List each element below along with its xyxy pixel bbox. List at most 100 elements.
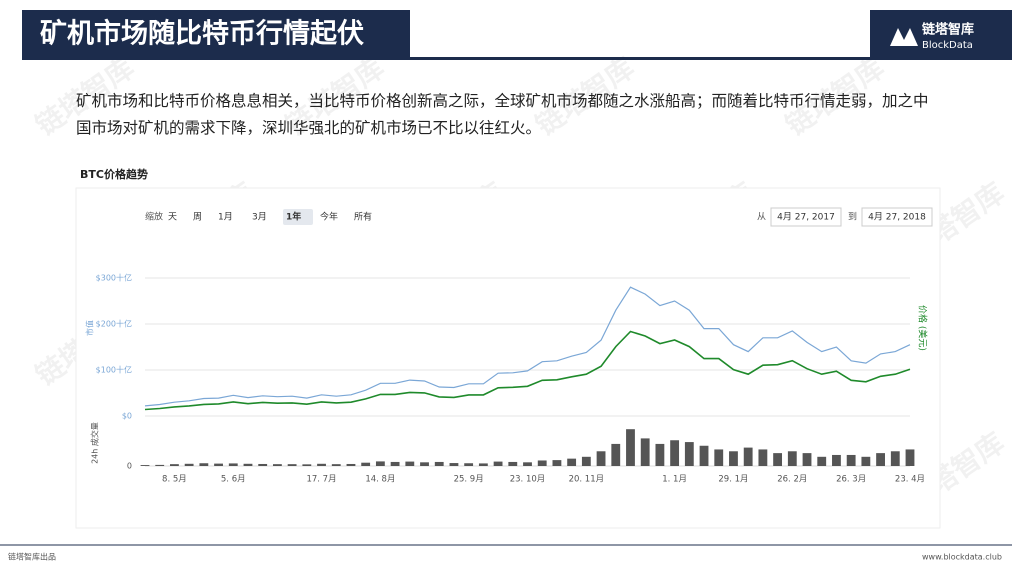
volume-bar: [434, 461, 444, 466]
x-tick-label: 23. 4月: [895, 475, 925, 485]
volume-bar: [743, 447, 753, 466]
x-tick-label: 20. 11月: [569, 475, 605, 485]
range-button[interactable]: 周: [193, 212, 202, 223]
y-tick-label: $100十亿: [96, 365, 132, 375]
volume-bar: [361, 462, 371, 466]
volume-bar: [331, 464, 341, 466]
x-tick-label: 26. 2月: [777, 475, 807, 485]
x-tick-label: 1. 1月: [662, 475, 687, 485]
volume-bar: [890, 451, 900, 466]
volume-bar: [478, 463, 488, 466]
x-tick-label: 5. 6月: [221, 475, 246, 485]
y-axis-label: 市值: [85, 320, 95, 336]
volume-bar: [243, 463, 253, 466]
range-button[interactable]: 天: [168, 213, 177, 223]
volume-bar: [287, 464, 297, 466]
volume-bar: [581, 456, 591, 466]
volume-axis-label: 24h 成交量: [90, 422, 100, 464]
volume-bar: [670, 440, 680, 466]
volume-bar: [199, 463, 209, 466]
series-line: [144, 286, 911, 407]
volume-bar: [846, 454, 856, 466]
volume-bar: [508, 461, 518, 466]
volume-bar: [729, 451, 738, 466]
volume-bar: [140, 465, 150, 466]
volume-bar: [596, 451, 606, 466]
y-tick-label: $300十亿: [96, 273, 132, 283]
volume-bar: [346, 463, 356, 466]
volume-bar: [405, 461, 415, 466]
to-date: 4月 27, 2018: [868, 212, 926, 223]
series-line: [144, 330, 911, 411]
volume-tick-label: 0: [127, 462, 132, 471]
volume-bar: [228, 463, 238, 466]
x-tick-label: 25. 9月: [454, 475, 484, 485]
logo-en: BlockData: [922, 40, 973, 51]
volume-bar: [258, 463, 268, 466]
volume-bar: [170, 464, 179, 466]
x-tick-label: 26. 3月: [836, 475, 866, 485]
volume-bar: [272, 464, 282, 466]
volume-bar: [714, 449, 724, 466]
title-rule: [22, 57, 1012, 60]
title-box: [22, 10, 410, 58]
y-tick-label: $200十亿: [96, 319, 132, 329]
from-date: 4月 27, 2017: [777, 212, 835, 223]
x-tick-label: 8. 5月: [162, 475, 187, 485]
volume-bar: [523, 462, 532, 466]
volume-bar: [155, 464, 165, 466]
volume-bar: [567, 458, 577, 466]
volume-bar: [640, 438, 650, 466]
range-button[interactable]: 今年: [320, 211, 338, 223]
volume-bar: [832, 454, 841, 466]
logo-cn: 链塔智库: [921, 22, 974, 38]
volume-bar: [420, 462, 429, 466]
volume-bar: [552, 460, 562, 466]
volume-bar: [449, 463, 459, 466]
to-label: 到: [848, 211, 857, 223]
from-box[interactable]: [770, 207, 842, 227]
volume-bar: [390, 461, 400, 466]
range-button-bg: [283, 209, 313, 225]
paragraph: 矿机市场和比特币价格息息相关，当比特币价格创新高之际，全球矿机市场都随之水涨船高…: [76, 92, 929, 137]
x-tick-label: 29. 1月: [718, 475, 748, 485]
volume-bar: [905, 449, 915, 466]
from-label: 从: [757, 212, 766, 223]
volume-bar: [758, 449, 768, 466]
volume-bar: [802, 453, 812, 466]
y2-axis-label: 价格 (美元): [917, 305, 929, 351]
slide-title: 矿机市场随比特币行情起伏: [40, 18, 364, 50]
volume-bar: [655, 443, 665, 466]
volume-bar: [787, 451, 797, 466]
range-button[interactable]: 1月: [218, 212, 233, 223]
volume-bar: [861, 456, 871, 466]
volume-bar: [876, 453, 885, 466]
volume-bar: [302, 464, 312, 466]
range-button[interactable]: 3月: [252, 212, 267, 223]
volume-bar: [214, 463, 223, 466]
x-tick-label: 17. 7月: [306, 475, 336, 485]
volume-bar: [773, 453, 783, 466]
footer-right: www.blockdata.club: [922, 553, 1002, 562]
volume-bar: [464, 463, 474, 466]
logo-box: [870, 10, 1012, 58]
range-button[interactable]: 1年: [286, 211, 301, 223]
volume-bar: [684, 442, 694, 466]
range-controls: 缩放天 周 1月 3月 1年 今年 所有 从 4月 27, 2017 到 4月 27, 2018: [145, 207, 933, 227]
volume-bar: [611, 443, 621, 466]
volume-bar: [375, 461, 385, 466]
logo-icon: [890, 28, 918, 46]
to-box[interactable]: [861, 207, 933, 227]
chart-panel: [75, 187, 941, 529]
x-tick-label: 14. 8月: [365, 475, 395, 485]
volume-bar: [493, 461, 503, 466]
range-button[interactable]: 所有: [354, 211, 372, 223]
volume-bar: [817, 456, 827, 466]
volume-bar: [537, 460, 547, 466]
volume-bar: [184, 463, 194, 466]
footer-left: 链塔智库出品: [8, 552, 56, 562]
volume-bar: [699, 445, 709, 466]
